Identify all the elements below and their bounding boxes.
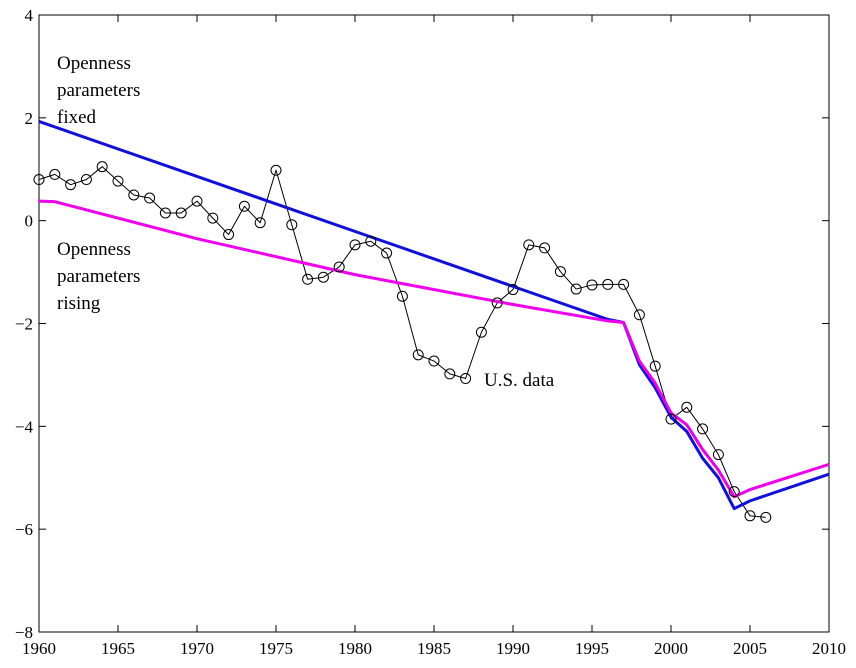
us-data-point — [349, 239, 361, 251]
us-data-point — [144, 192, 156, 204]
us-data-point — [712, 449, 724, 461]
us-data-point — [586, 279, 598, 291]
x-tick-label: 1960 — [22, 639, 56, 658]
y-tick-label: −8 — [15, 623, 33, 642]
y-tick-label: −6 — [15, 520, 33, 539]
us-data-point — [665, 413, 677, 425]
us-data-point — [618, 278, 630, 290]
y-tick-label: 4 — [25, 6, 34, 25]
x-tick-label: 2000 — [654, 639, 688, 658]
y-tick-label: −4 — [15, 417, 34, 436]
us-data-point — [570, 283, 582, 295]
us-data-point — [633, 309, 645, 321]
x-tick-label: 1970 — [180, 639, 214, 658]
us-data-point — [554, 266, 566, 278]
us-data-point — [444, 368, 456, 380]
x-tick-label: 1985 — [417, 639, 451, 658]
us-data-point — [460, 373, 472, 385]
us-data-point — [33, 174, 45, 186]
x-tick-label: 1980 — [338, 639, 372, 658]
series-us-data-line — [38, 166, 766, 518]
us-data-point — [223, 229, 235, 241]
us-data-point — [175, 207, 187, 219]
us-data-point — [96, 161, 108, 173]
annotation-fixed-line-3: fixed — [57, 107, 97, 128]
x-tick-label: 2005 — [733, 639, 767, 658]
annotation-fixed-line-2: parameters — [57, 80, 140, 101]
us-data-point — [365, 235, 377, 247]
us-data-point — [302, 273, 314, 285]
annotation-rising-line-2: parameters — [57, 266, 140, 287]
y-tick-label: 0 — [25, 212, 34, 231]
us-data-point — [760, 511, 772, 523]
x-tick-label: 2010 — [812, 639, 846, 658]
us-data-point — [191, 195, 203, 207]
us-data-point — [270, 164, 282, 176]
us-data-point — [159, 207, 171, 219]
us-data-point — [539, 242, 551, 254]
annotation-rising-line-3: rising — [57, 293, 101, 314]
us-data-point — [523, 239, 535, 251]
us-data-point — [428, 355, 440, 367]
x-tick-label: 1975 — [259, 639, 293, 658]
x-tick-labels: 1960 1965 1970 1975 1980 1985 1990 1995 2000 2005… — [22, 639, 846, 658]
us-data-point — [381, 247, 393, 259]
plot-area-frame — [38, 14, 830, 633]
x-tick-label: 1995 — [575, 639, 609, 658]
us-data-point — [602, 278, 614, 290]
us-data-point — [128, 189, 140, 201]
annotation-fixed-line-1: Openness — [57, 53, 131, 74]
annotation-rising-line-1: Openness — [57, 239, 131, 260]
us-data-point — [49, 168, 61, 180]
us-data-point — [254, 217, 266, 229]
us-data-point — [507, 284, 519, 296]
us-data-point — [80, 174, 92, 186]
y-tick-labels: −8 −6 −4 −2 0 2 4 — [15, 6, 34, 642]
us-data-point — [412, 349, 424, 361]
us-data-point — [65, 179, 77, 191]
us-data-point — [396, 290, 408, 302]
axis-ticks — [38, 14, 830, 633]
us-data-point — [317, 271, 329, 283]
us-data-point — [207, 212, 219, 224]
us-data-point — [286, 219, 298, 231]
us-data-point — [475, 326, 487, 338]
us-data-point — [238, 200, 250, 212]
y-tick-label: 2 — [25, 109, 34, 128]
series-layer — [33, 120, 830, 523]
us-data-point — [697, 423, 709, 435]
us-data-point — [728, 486, 740, 498]
series-openness-rising-line — [38, 199, 830, 499]
us-data-point — [112, 175, 124, 187]
y-tick-label: −2 — [15, 315, 33, 334]
x-tick-label: 1965 — [101, 639, 135, 658]
us-data-point — [744, 510, 756, 522]
us-data-point — [681, 401, 693, 413]
x-tick-label: 1990 — [496, 639, 530, 658]
us-data-point — [333, 261, 345, 273]
us-data-point — [649, 360, 661, 372]
annotation-us-data: U.S. data — [484, 370, 555, 391]
us-data-point — [491, 297, 503, 309]
